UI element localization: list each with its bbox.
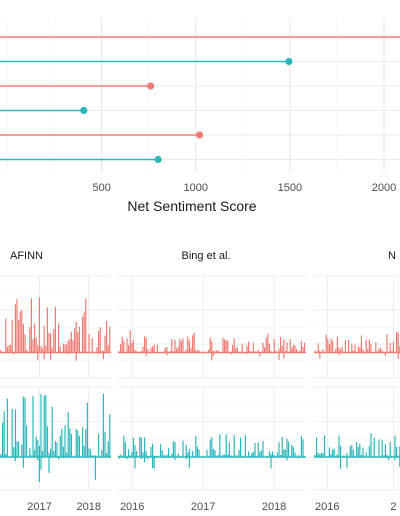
x-tick-label: 2000 [372, 182, 396, 194]
lollipop-point [154, 155, 162, 164]
facet-strip-title: AFINN [10, 250, 43, 262]
sentiment-bars [118, 330, 306, 361]
facet-strip-title: Bing et al. [182, 250, 231, 262]
x-tick-label: 2016 [315, 501, 339, 513]
lollipop-point [195, 131, 204, 139]
sentiment-bars [314, 331, 400, 360]
sentiment-bars [118, 434, 304, 469]
sentiment-bars [0, 393, 111, 482]
x-tick-label: 2018 [77, 501, 101, 513]
sentiment-lollipop-chart: 500 1000 1500 2000 Net Sentiment Score [0, 18, 400, 214]
x-tick-label: 2018 [262, 501, 286, 513]
lollipop-marks [0, 36, 400, 164]
x-tick-label: 2 [390, 501, 396, 513]
x-tick-label: 1500 [278, 182, 302, 194]
sentiment-bars [0, 297, 111, 361]
lollipop-point [285, 57, 293, 66]
facet-panel [0, 386, 111, 491]
x-tick-label: 1000 [184, 182, 208, 194]
x-axis-title: Net Sentiment Score [127, 198, 256, 214]
facet-panel [0, 275, 111, 379]
facet-panel [314, 275, 400, 379]
lollipop-point [80, 106, 88, 115]
lollipop-point [146, 82, 155, 90]
x-tick-label: 2016 [120, 501, 144, 513]
faceted-sentiment-timeseries: AFINN Bing et al. N 2017 2018 2016 2017 2018 201… [0, 250, 400, 513]
facet-panel [314, 386, 400, 491]
lollipop-gridlines [0, 18, 400, 172]
facet-strip-title: N [388, 250, 396, 262]
x-tick-label: 2017 [27, 501, 51, 513]
x-tick-label: 500 [92, 182, 110, 194]
lollipop-x-ticks: 500 1000 1500 2000 [92, 182, 396, 194]
facet-panel [118, 386, 306, 491]
facet-panel [118, 275, 306, 379]
x-tick-label: 2017 [191, 501, 215, 513]
